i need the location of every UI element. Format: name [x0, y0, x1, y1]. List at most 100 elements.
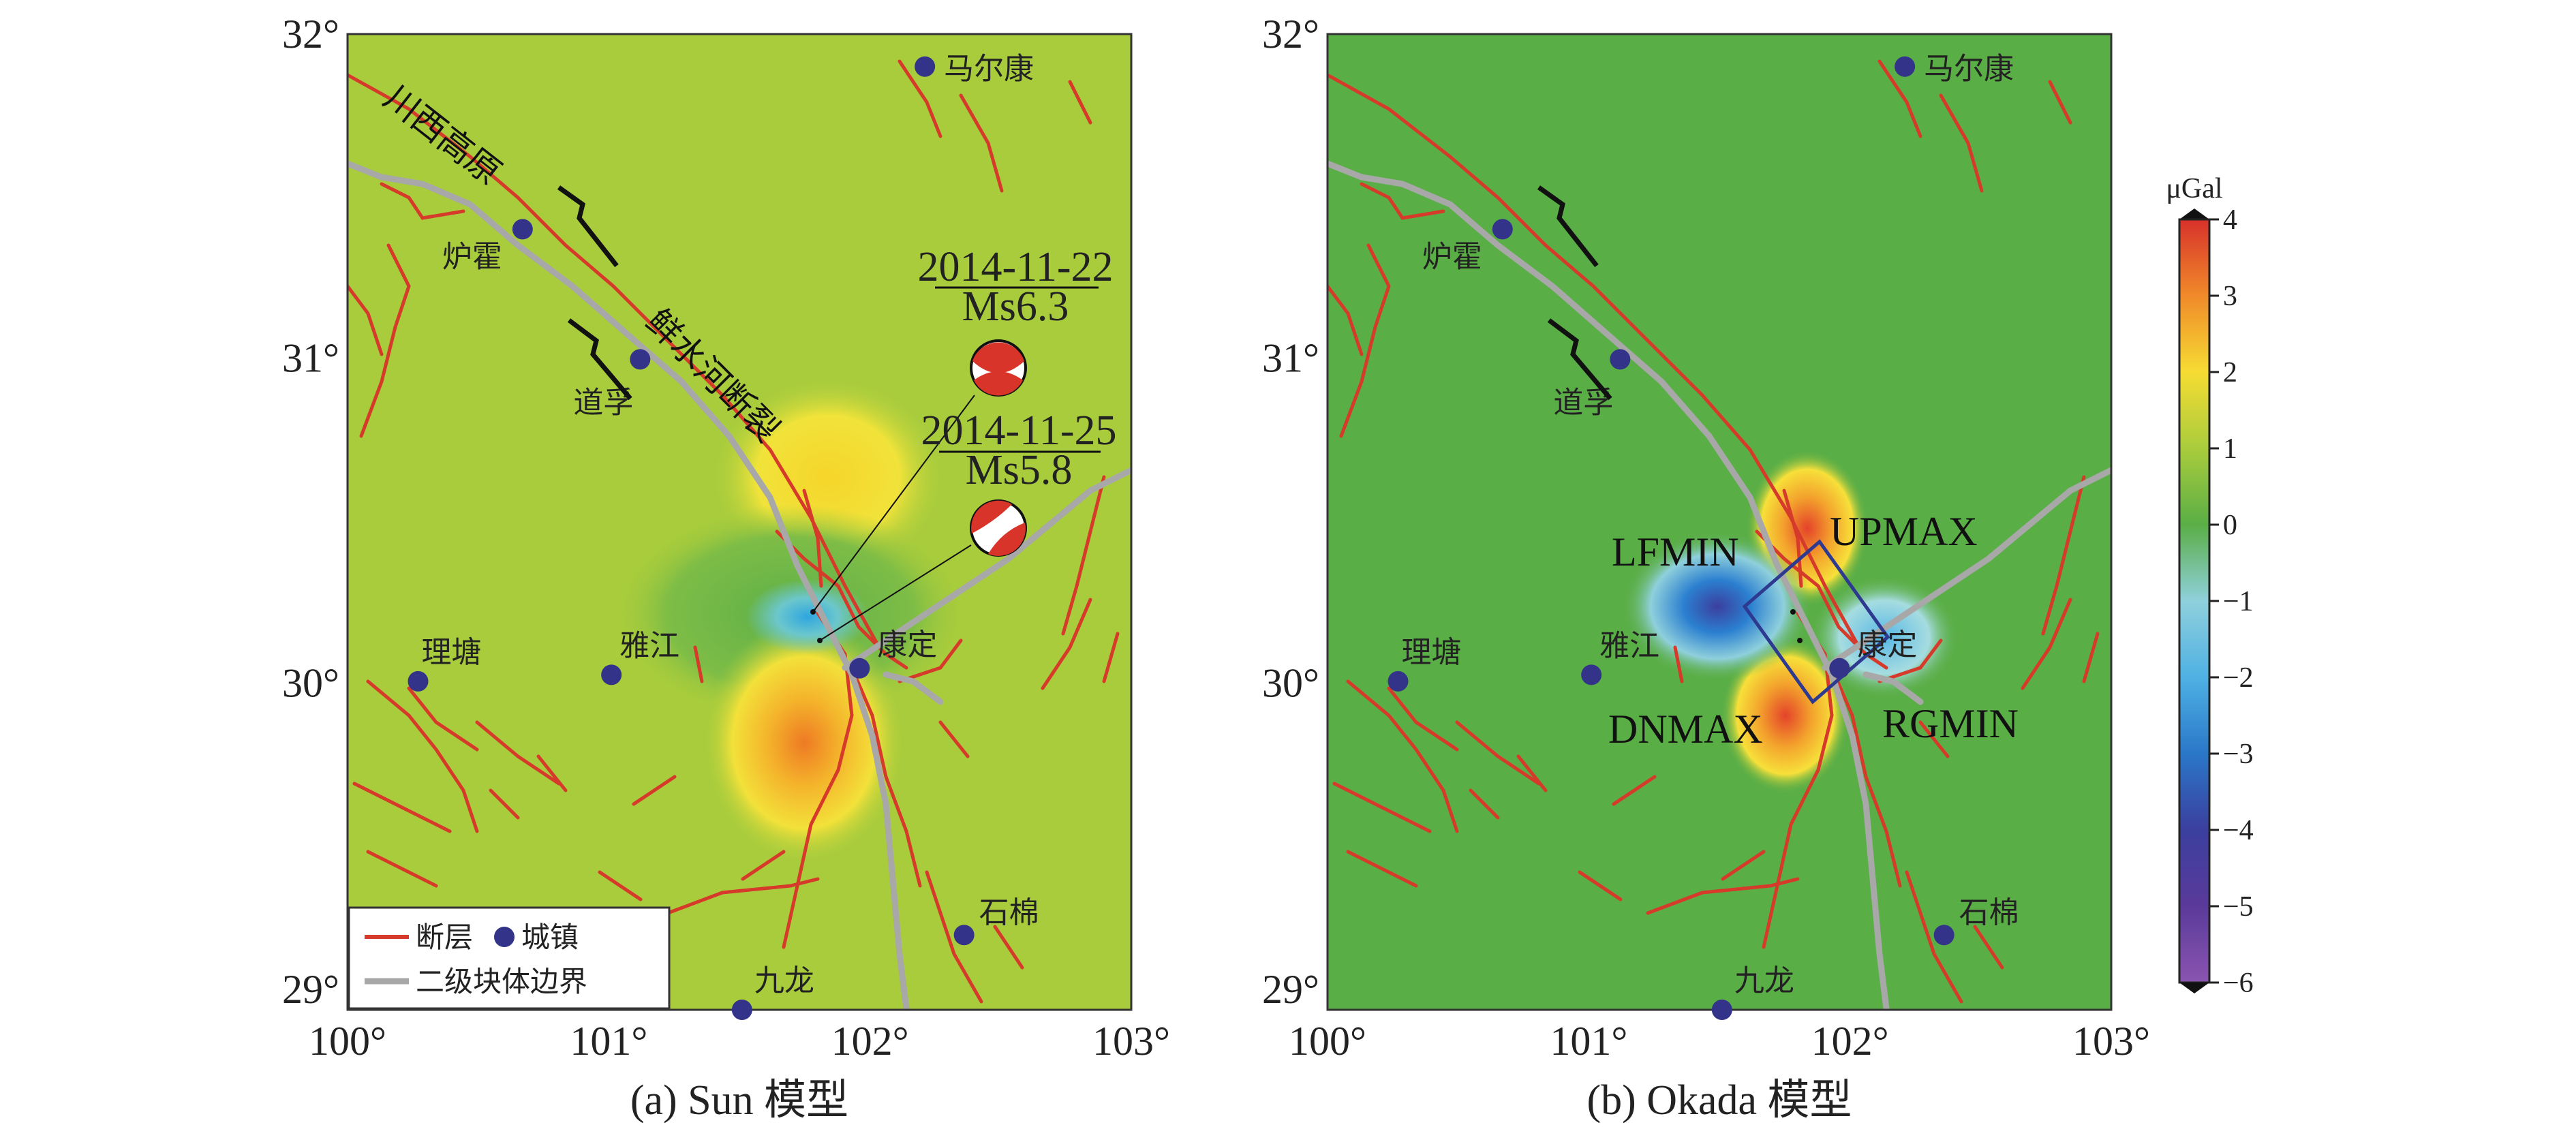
town-label: 理塘 — [1402, 635, 1462, 670]
event-2-magnitude: Ms5.8 — [966, 447, 1073, 493]
event-2-date: 2014-11-25 — [921, 407, 1117, 454]
fault-line — [1346, 850, 1418, 888]
zone-label-dnmax: DNMAX — [1608, 707, 1763, 752]
lat-tick-label: 32° — [1262, 12, 1319, 57]
town-marker — [601, 664, 622, 685]
town-marker — [849, 658, 870, 679]
fault-line — [1905, 870, 1963, 1004]
panel-b-annotations: LFMIN UPMAX DNMAX RGMIN (b) Okada 模型 — [1537, 185, 2019, 1124]
fault-line — [1877, 638, 1943, 683]
panel-b-faults — [1328, 59, 2100, 1004]
town-marker — [630, 349, 651, 370]
zone-label-lfmin: LFMIN — [1612, 529, 1739, 574]
fault-line — [693, 645, 704, 683]
panel-a-faults — [348, 59, 1120, 1004]
town-label: 马尔康 — [944, 52, 1034, 87]
fault-line — [598, 870, 643, 901]
town-label: 九龙 — [754, 963, 814, 998]
panel-a-field — [348, 59, 1131, 1010]
fault-line — [898, 638, 963, 683]
fault-line — [1328, 284, 1364, 356]
town-marker — [1387, 670, 1409, 692]
block-boundary-line — [1862, 671, 1924, 705]
fault-line — [1339, 243, 1391, 438]
colorbar-bottom-arrow — [2179, 983, 2209, 993]
fault-line — [475, 720, 561, 786]
fault-line — [666, 877, 820, 915]
town-label: 雅江 — [1599, 628, 1659, 663]
town-label: 炉霍 — [442, 239, 502, 274]
fault-line — [850, 666, 922, 888]
lat-tick-label: 30° — [1262, 661, 1319, 706]
fault-line — [741, 850, 786, 881]
fault-line — [898, 59, 942, 138]
legend-town-swatch — [494, 927, 515, 947]
legend-boundary-label: 二级块体边界 — [416, 965, 587, 998]
fault-line — [2041, 475, 2086, 636]
event-1-leader-line — [812, 395, 975, 613]
fault-line — [1102, 632, 1120, 683]
colorbar-tick-label: −4 — [2223, 815, 2254, 846]
colorbar-top-arrow — [2179, 209, 2209, 219]
colorbar-tick-label: −2 — [2223, 662, 2254, 694]
colorbar-tick-label: 3 — [2223, 281, 2237, 312]
fault-line — [1360, 182, 1445, 220]
lat-tick-label: 29° — [282, 967, 339, 1012]
fault-line — [1061, 475, 1106, 636]
town-marker — [1492, 219, 1513, 240]
zone-label-upmax: UPMAX — [1830, 509, 1978, 554]
panel-b-field — [1328, 59, 2111, 1010]
fault-line — [1516, 754, 1548, 792]
fault-line — [366, 679, 479, 833]
town-label: 炉霍 — [1422, 239, 1482, 274]
lon-tick-label: 100° — [1289, 1019, 1366, 1064]
fault-line — [407, 686, 479, 752]
slip-arrow-north — [557, 185, 619, 268]
fault-line — [1332, 782, 1432, 833]
colorbar-tick-label: −6 — [2223, 968, 2254, 999]
lon-tick-label: 102° — [1811, 1019, 1889, 1064]
rupture-plane-outline — [1742, 539, 1890, 705]
fault-line — [959, 93, 1004, 193]
legend-fault-label: 断层 — [416, 921, 473, 954]
lon-tick-label: 103° — [2072, 1019, 2150, 1064]
event-2-leader-line — [819, 544, 972, 641]
block-boundary-line — [883, 671, 944, 705]
town-label: 石棉 — [1959, 895, 2019, 930]
fault-line — [1578, 870, 1623, 901]
block-boundary-line — [348, 160, 910, 1010]
fault-line — [993, 925, 1024, 970]
event-2-epicenter — [817, 638, 823, 643]
lon-tick-label: 101° — [1550, 1019, 1627, 1064]
panel-b-map — [1326, 33, 2113, 1011]
fault-line — [1755, 529, 1888, 670]
fault-line — [489, 788, 520, 820]
fault-line — [1721, 850, 1766, 881]
fault-line — [1918, 720, 1950, 758]
fault-line — [348, 284, 384, 356]
town-label: 康定 — [1857, 628, 1917, 662]
fault-line — [1646, 877, 1800, 915]
lon-tick-label: 101° — [570, 1019, 647, 1064]
town-marker — [953, 925, 975, 946]
town-marker — [1581, 664, 1602, 685]
lat-tick-label: 31° — [282, 335, 339, 380]
block-boundary-line — [1328, 160, 1890, 1010]
legend-town-label: 城镇 — [521, 921, 579, 954]
fault-line — [632, 775, 677, 806]
block-boundary-line — [842, 467, 1131, 671]
fault-line — [1877, 59, 1922, 138]
town-marker — [1933, 925, 1954, 946]
town-marker — [512, 219, 533, 240]
town-label: 马尔康 — [1924, 52, 2014, 87]
colorbar: μGal 4 3 2 1 0 −1 −2 −3 −4 −5 −6 — [2166, 173, 2253, 999]
panel-b-caption: (b) Okada 模型 — [1586, 1077, 1852, 1124]
fault-line — [1830, 666, 1902, 888]
block-boundary-line — [1822, 467, 2111, 671]
town-marker — [1895, 56, 1916, 77]
town-marker — [408, 670, 429, 692]
axis-labels: 100° 101° 102° 103° 32° 31° 30° 29° 100° 101° 102°… — [282, 12, 2150, 1064]
fault-line — [536, 754, 568, 792]
fault-line — [1673, 645, 1684, 683]
panel-a-caption: (a) Sun 模型 — [630, 1077, 848, 1124]
